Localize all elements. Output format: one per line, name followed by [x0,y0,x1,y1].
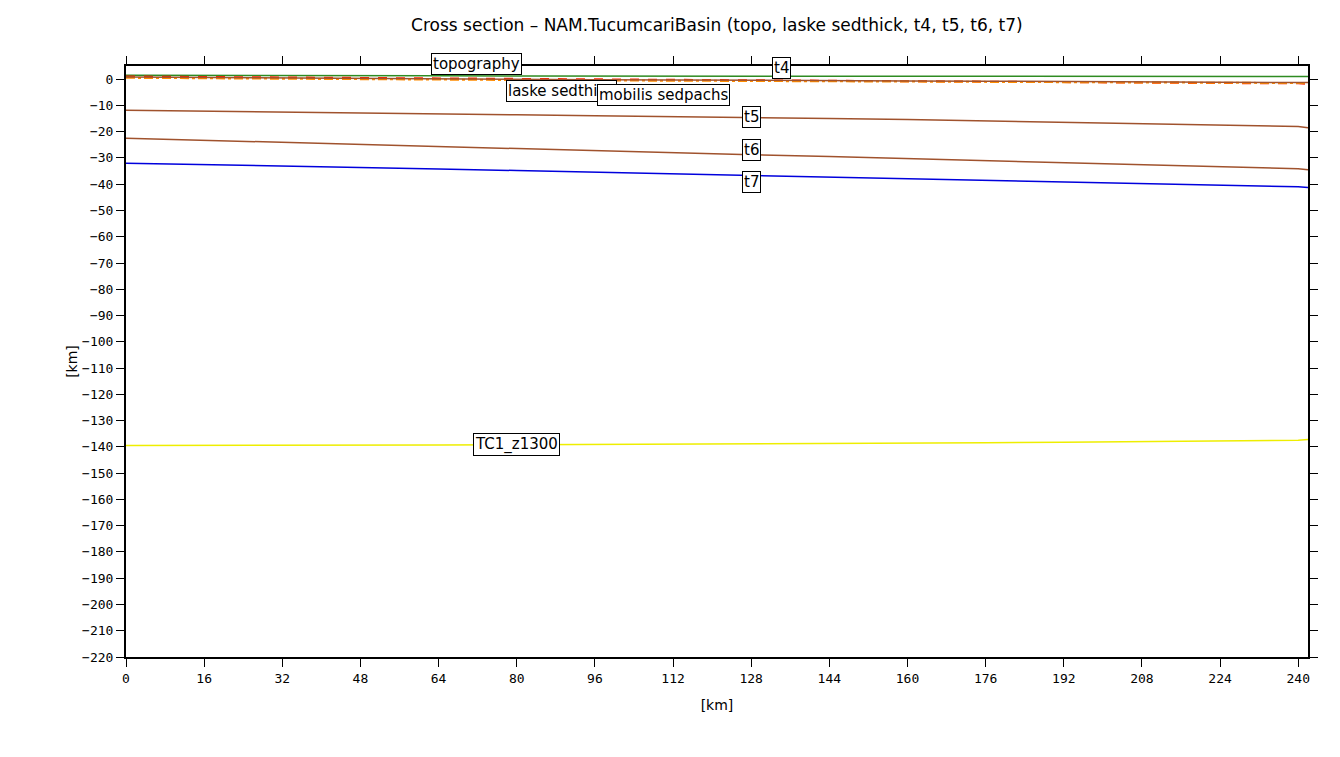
svg-text:−70: −70 [90,256,113,271]
svg-text:−190: −190 [82,571,113,586]
svg-text:−110: −110 [82,361,113,376]
svg-text:−210: −210 [82,623,113,638]
svg-text:128: 128 [739,671,762,686]
svg-text:−130: −130 [82,413,113,428]
svg-text:[km]: [km] [701,697,734,713]
svg-text:t4: t4 [774,59,789,77]
svg-text:208: 208 [1130,671,1153,686]
svg-text:−200: −200 [82,597,113,612]
svg-text:−90: −90 [90,308,113,323]
svg-text:−140: −140 [82,439,113,454]
svg-text:64: 64 [431,671,447,686]
svg-text:laske sedthick: laske sedthick [508,82,615,100]
svg-text:−100: −100 [82,334,113,349]
svg-text:−150: −150 [82,466,113,481]
svg-text:TC1_z1300: TC1_z1300 [475,435,558,454]
svg-text:−10: −10 [90,98,113,113]
svg-text:−50: −50 [90,203,113,218]
svg-text:−60: −60 [90,229,113,244]
svg-text:−180: −180 [82,544,113,559]
svg-text:0: 0 [122,671,130,686]
svg-text:240: 240 [1286,671,1309,686]
svg-text:224: 224 [1208,671,1232,686]
svg-text:topography: topography [433,55,520,73]
svg-text:16: 16 [196,671,212,686]
svg-text:32: 32 [274,671,290,686]
svg-text:160: 160 [896,671,919,686]
svg-text:t5: t5 [744,108,759,126]
svg-text:−220: −220 [82,650,113,665]
svg-text:−80: −80 [90,282,113,297]
svg-text:t6: t6 [744,141,759,159]
svg-text:−120: −120 [82,387,113,402]
svg-text:96: 96 [587,671,603,686]
svg-text:−40: −40 [90,177,113,192]
svg-text:80: 80 [509,671,525,686]
svg-text:48: 48 [353,671,369,686]
svg-text:−170: −170 [82,518,113,533]
svg-text:Cross section – NAM.TucumcariB: Cross section – NAM.TucumcariBasin (topo… [411,15,1023,35]
svg-text:t7: t7 [744,173,759,191]
svg-text:−30: −30 [90,150,113,165]
svg-text:144: 144 [818,671,842,686]
svg-text:176: 176 [974,671,997,686]
svg-text:mobilis sedpachs: mobilis sedpachs [599,86,728,104]
svg-text:112: 112 [661,671,684,686]
svg-text:−160: −160 [82,492,113,507]
svg-text:[km]: [km] [64,345,80,378]
svg-text:192: 192 [1052,671,1075,686]
svg-text:−20: −20 [90,124,113,139]
svg-text:0: 0 [106,72,114,87]
